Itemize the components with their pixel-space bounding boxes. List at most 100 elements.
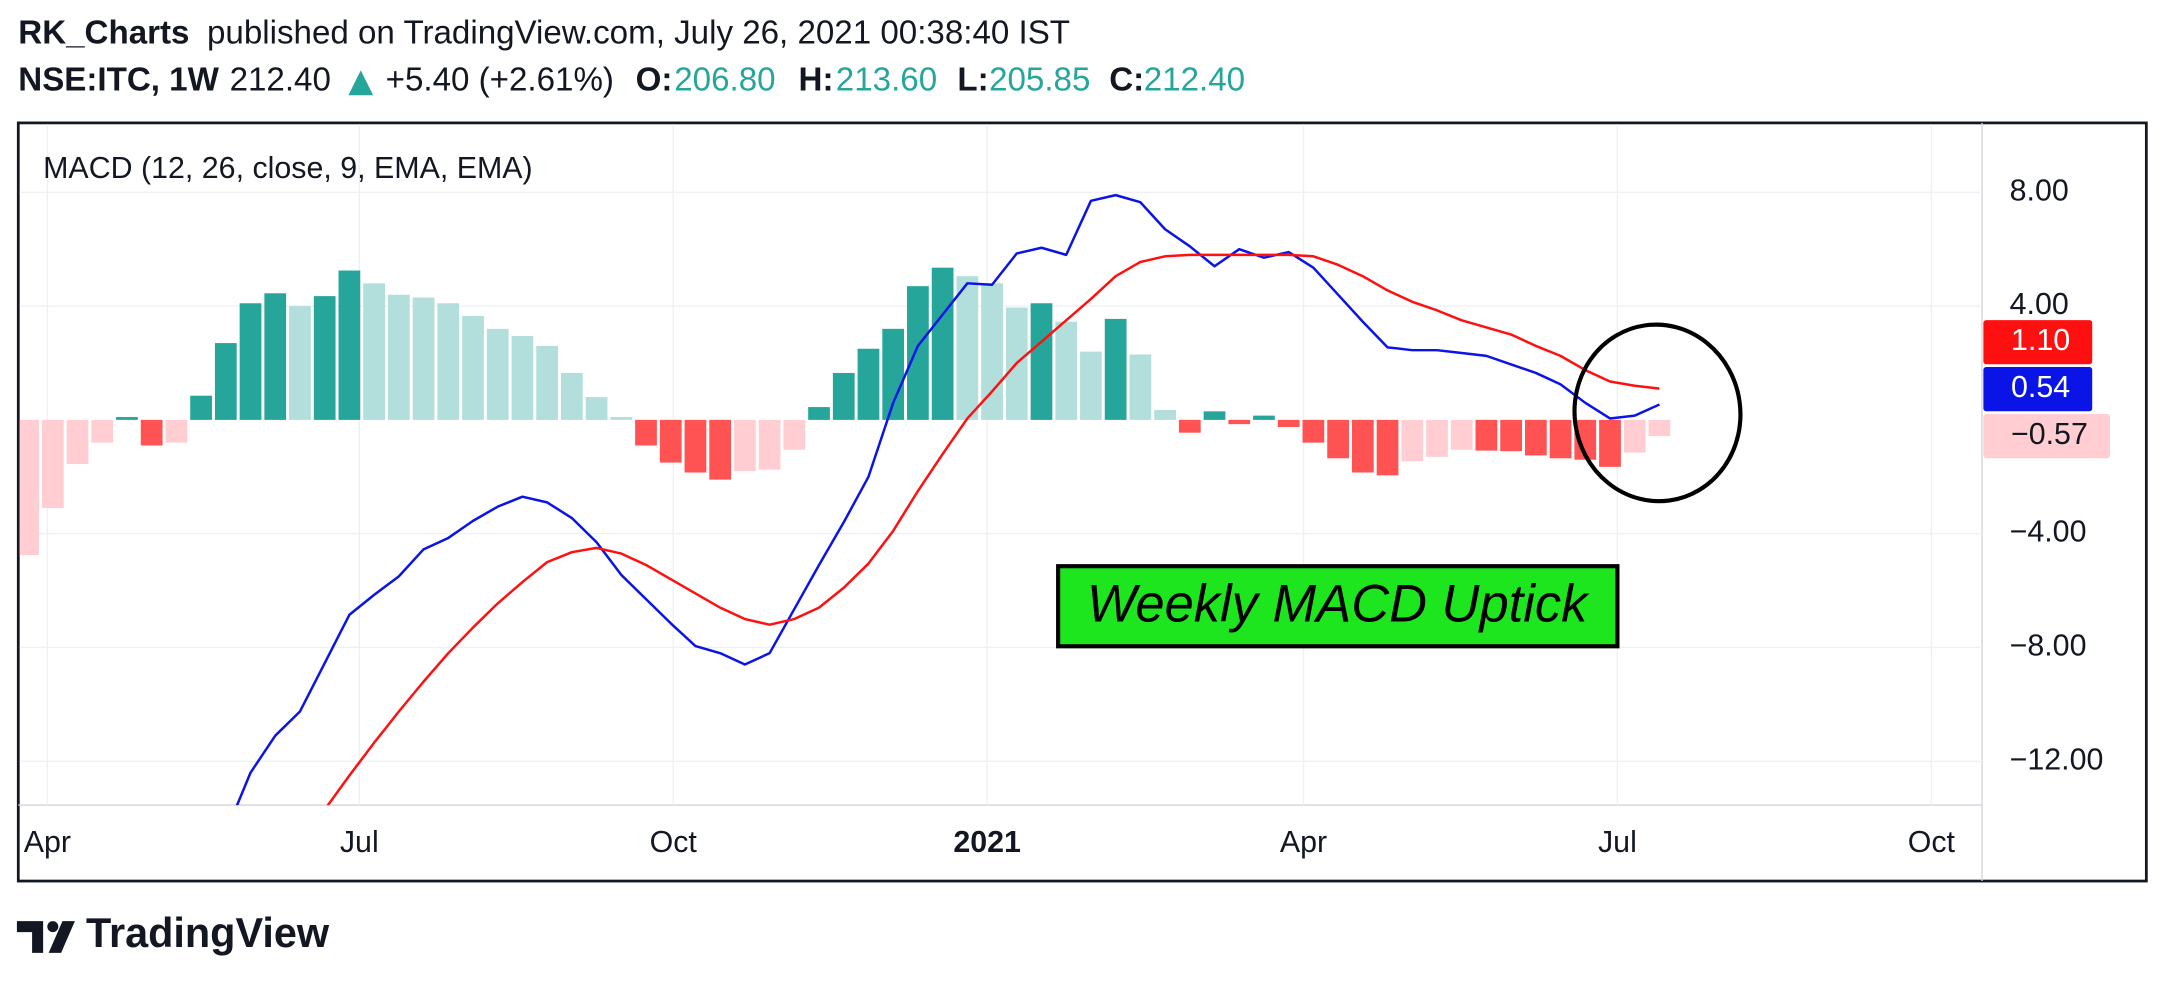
histogram-bar [1129,354,1152,420]
histogram-bar [1228,419,1251,425]
x-tick-label: Oct [1908,825,1956,859]
histogram-bar [1574,419,1597,460]
histogram-bar [511,335,534,420]
histogram-bar [1376,419,1399,476]
histogram-bar [560,372,583,420]
annotation-box [1056,564,1620,649]
histogram-bar [1648,419,1671,437]
histogram-bar [1450,419,1473,450]
histogram-bar [1030,303,1053,420]
indicator-title: MACD (12, 26, close, 9, EMA, EMA) [43,151,533,185]
logo-mark [16,921,44,953]
author: RK_Charts [18,14,189,51]
y-tick-label: 8.00 [2010,173,2069,207]
histogram-bar [684,419,707,473]
grid [19,124,1983,806]
histogram-bar [1277,419,1300,427]
line-series [235,193,1660,806]
histogram-bar [1253,415,1275,420]
highlight-circle [1572,322,1743,504]
published: published on TradingView.com, July 26, 2… [207,14,1070,51]
histogram-bar [462,316,484,420]
histogram-bar [907,286,929,420]
histogram-bar [1623,419,1646,453]
histogram-bar [1351,419,1374,473]
x-tick-label: Jul [1598,825,1637,859]
y-tick-label: −12.00 [2010,742,2104,776]
ohlc-value: 205.85 [989,61,1090,98]
histogram-bar [214,343,237,420]
y-tick-label: −4.00 [2010,515,2087,549]
histogram-bar [19,419,39,556]
ticker-line: NSE:ITC, 1W 212.40 +5.40 (+2.61%) O: 206… [18,61,1245,98]
up-triangle [348,70,374,96]
histogram-bar [190,395,212,420]
ohlc-value: 206.80 [674,61,775,98]
last-value-label: 1.10 [2011,323,2070,357]
logo-mark [47,921,59,933]
histogram-bar [1549,419,1572,459]
histogram-bar [289,306,311,420]
histogram-bar [264,293,287,420]
x-tick-label: Apr [24,825,71,859]
histogram-bar [956,276,979,420]
histogram-bar [437,303,460,420]
histogram-bar [783,419,806,450]
histogram-bar [1080,351,1102,420]
histogram-bar [1475,419,1498,451]
last-value-box [1983,414,2110,459]
histogram-bar [758,419,781,470]
line-series [326,253,1660,806]
histogram-bar [165,419,188,443]
histogram-bar [387,294,410,420]
histogram-bar [41,419,64,509]
histogram-bar [808,407,830,420]
histogram-bar [709,419,732,480]
histogram-bar [931,267,954,420]
histogram-bar [412,297,435,420]
histogram-bar [635,419,657,446]
histogram-bar [1302,419,1325,443]
x-tick-label: Jul [340,825,379,859]
last-value-label: −0.57 [2011,417,2088,451]
histogram-bar [1524,419,1547,456]
logo-mark [48,921,75,953]
y-tick-label: 4.00 [2010,287,2069,321]
ohlc-label: L: [957,61,988,98]
histogram-bar [116,417,138,420]
histogram-bar [66,419,89,464]
publish-line: RK_Charts published on TradingView.com, … [18,14,1070,51]
histogram-bar [1327,419,1349,459]
histogram-bar [338,270,361,420]
histogram-bar [659,419,682,463]
histogram-bar [1104,318,1127,420]
histogram-bar [1055,321,1078,420]
ohlc-value: 212.40 [1144,61,1245,98]
symbol: NSE:ITC, 1W [18,61,219,98]
histogram-bar [1599,419,1621,467]
y-tick-label: −8.00 [2010,629,2087,663]
histogram-bar [363,283,385,420]
histogram-bar [1401,419,1424,462]
histogram-bar [313,296,336,420]
chart-frame [16,121,2148,883]
ohlc-label: C: [1109,61,1144,98]
price: 212.40 [230,61,331,98]
histogram-bar [1203,411,1226,420]
histogram-bar [536,345,559,420]
last-value-label: 0.54 [2011,370,2070,404]
histogram-bar [734,419,756,472]
last-value-box [1983,367,2093,412]
histogram-bar [1154,409,1176,420]
histogram-bar [610,417,633,420]
histogram-bar [1178,419,1201,433]
x-tick-label: Apr [1280,825,1327,859]
histogram-bar [882,328,905,420]
histogram-bar [239,303,262,420]
histogram-bar [140,419,163,446]
histogram-bar [1500,419,1523,452]
x-tick-label: Oct [650,825,698,859]
change: +5.40 (+2.61%) [386,61,614,98]
histogram-bar [585,397,608,420]
